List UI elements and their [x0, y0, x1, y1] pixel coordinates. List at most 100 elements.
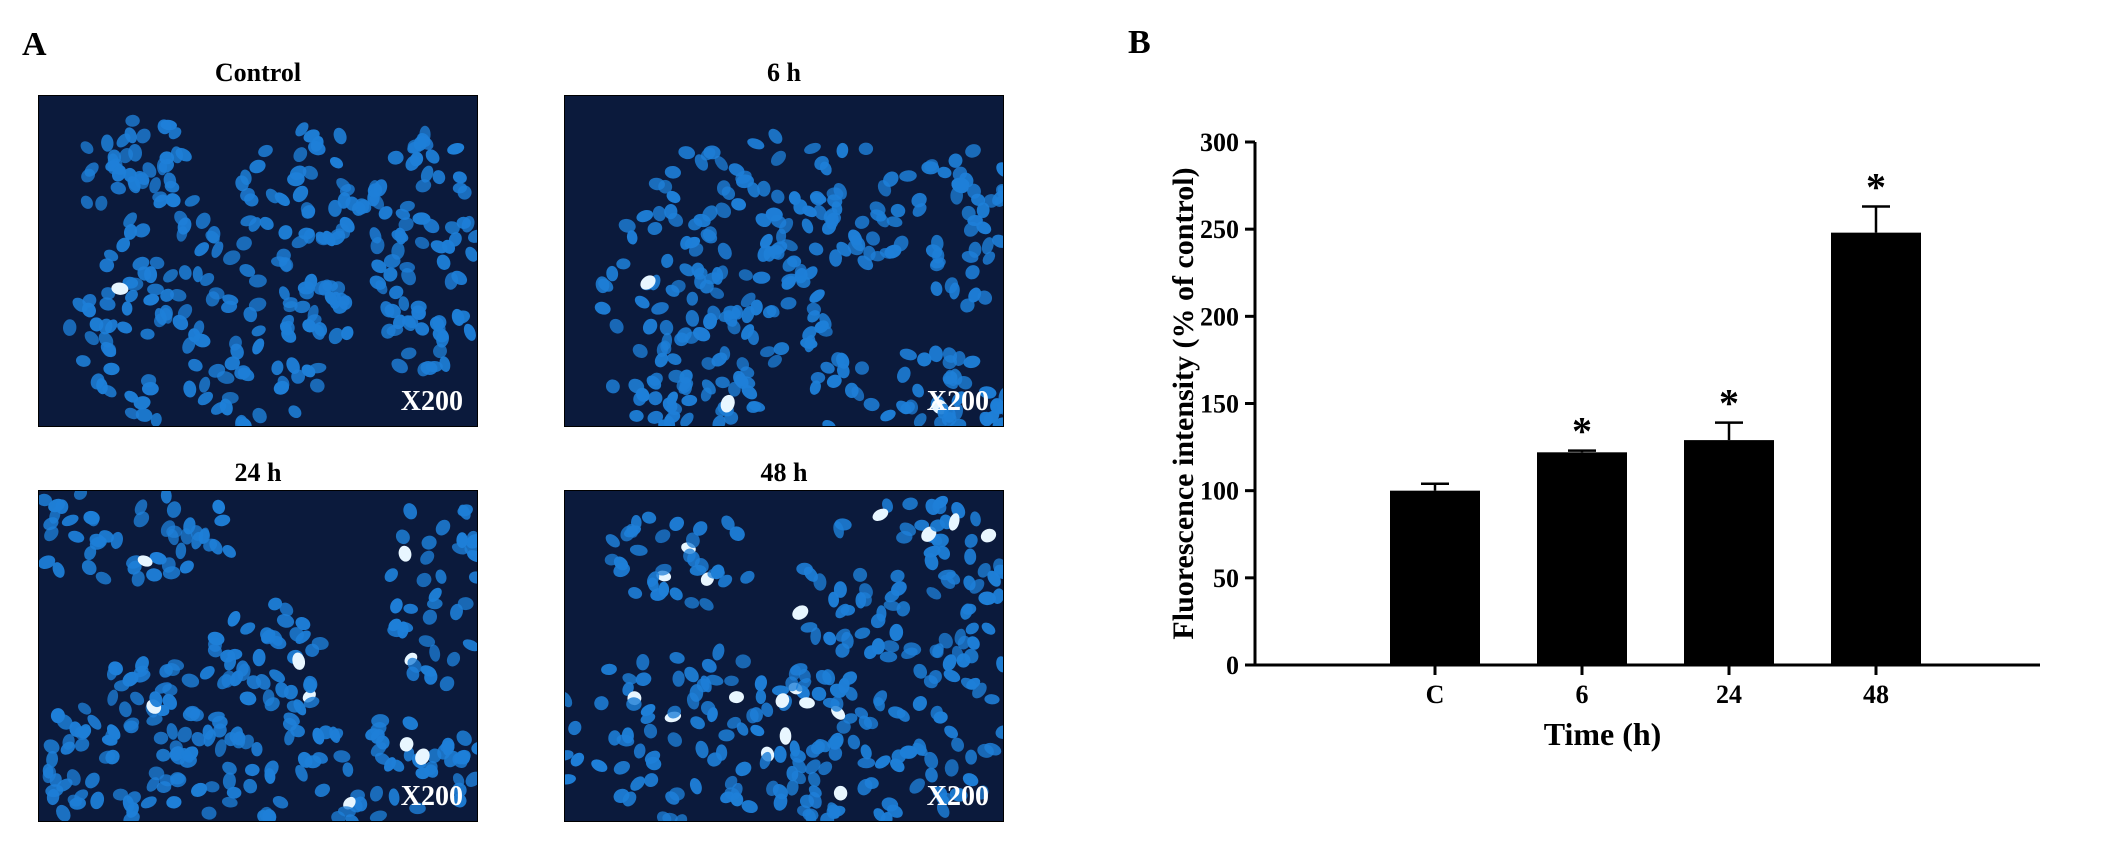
nucleus [686, 532, 700, 548]
nucleus [680, 412, 694, 426]
nucleus [863, 397, 880, 412]
nucleus [880, 811, 893, 821]
nucleus [591, 759, 608, 772]
nucleus [153, 731, 169, 745]
nucleus [746, 708, 759, 724]
nuclei-layer [594, 128, 1003, 426]
nucleus [400, 347, 417, 360]
nucleus [156, 781, 172, 794]
nucleus [95, 571, 112, 585]
nucleus [930, 705, 943, 720]
nucleus [149, 177, 161, 194]
nucleus [888, 706, 906, 719]
nucleus [962, 603, 977, 615]
nucleus [672, 670, 685, 687]
nucleus [669, 587, 683, 601]
nucleus [252, 648, 266, 667]
nucleus [820, 361, 835, 374]
nucleus [613, 788, 630, 803]
micrograph-6h: X200 [564, 95, 1004, 427]
nucleus [388, 788, 400, 806]
nucleus [243, 778, 258, 794]
nucleus [811, 740, 825, 755]
nucleus [345, 814, 359, 821]
nucleus [663, 415, 676, 426]
nucleus [773, 342, 790, 356]
nucleus [702, 205, 718, 222]
nucleus [388, 618, 402, 632]
nucleus [50, 708, 65, 724]
apoptotic-nucleus [399, 737, 414, 752]
nucleus [342, 762, 354, 777]
nucleus [295, 122, 309, 137]
micrograph-title-48h: 48 h [760, 458, 808, 487]
nucleus [156, 748, 171, 762]
nucleus [84, 331, 99, 346]
nucleus [452, 171, 467, 184]
nucleus [645, 756, 662, 771]
nucleus [715, 202, 732, 219]
nucleus [759, 751, 772, 770]
nucleus [930, 257, 946, 269]
nucleus [194, 242, 210, 257]
nucleus [102, 343, 117, 357]
nucleus [676, 376, 692, 392]
panel-b-label: B [1128, 24, 1151, 61]
nucleus [951, 177, 970, 191]
nucleus [689, 684, 704, 702]
nucleus [149, 551, 167, 565]
nucleus [457, 504, 473, 517]
nucleus [399, 200, 415, 212]
nucleus [900, 401, 915, 415]
nucleus [399, 261, 415, 273]
apoptotic-nucleus [775, 693, 790, 708]
nucleus [879, 651, 898, 663]
nucleus [293, 147, 308, 163]
nucleus [912, 742, 928, 757]
nucleus [780, 297, 797, 310]
nucleus [694, 154, 709, 171]
nucleus [977, 743, 994, 758]
nucleus [822, 419, 836, 426]
nucleus [702, 226, 717, 242]
nucleus [652, 205, 666, 222]
nucleus [121, 301, 133, 316]
nucleus [967, 636, 980, 650]
nucleus [703, 312, 718, 330]
nucleus [835, 628, 851, 642]
magnification-label: X200 [926, 781, 989, 812]
nucleus [318, 725, 334, 740]
nucleus [52, 562, 65, 578]
nucleus [664, 204, 678, 220]
nucleus [782, 257, 798, 272]
nucleus [914, 519, 930, 531]
nucleus [471, 741, 477, 755]
nucleus [44, 526, 59, 542]
nucleus [338, 295, 353, 310]
nucleus [802, 205, 817, 218]
nucleus [801, 218, 814, 234]
nucleus [436, 254, 451, 270]
nucleus [310, 378, 325, 393]
nucleus [403, 603, 418, 614]
nucleus [701, 658, 717, 673]
nucleus [647, 410, 664, 424]
nucleus [757, 180, 771, 197]
bar-C [1390, 490, 1480, 665]
nucleus [647, 222, 663, 235]
nucleus [214, 514, 231, 527]
nucleus [466, 530, 477, 547]
nucleus [804, 142, 821, 154]
nucleus [174, 210, 188, 226]
nucleus [836, 241, 852, 257]
nucleus [844, 382, 859, 398]
nucleus [465, 771, 477, 787]
nucleus [295, 617, 311, 631]
nucleus [222, 772, 236, 790]
nucleus [684, 666, 699, 683]
nucleus [110, 531, 123, 549]
nucleus [917, 352, 932, 367]
nucleus [391, 759, 405, 772]
nucleus [395, 208, 411, 220]
nucleus [205, 230, 220, 244]
